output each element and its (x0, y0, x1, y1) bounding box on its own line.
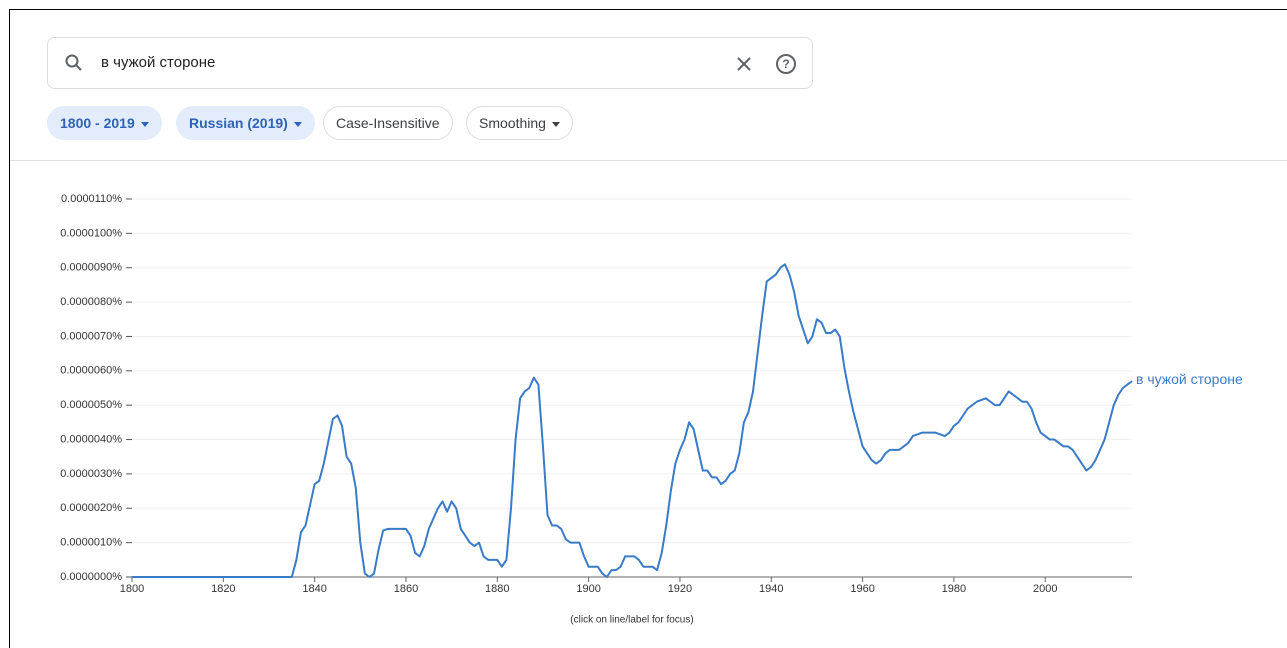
y-tick-label: 0.0000100% (60, 227, 122, 239)
year-range-chip[interactable]: 1800 - 2019 (47, 106, 162, 140)
y-tick-label: 0.0000090% (60, 262, 122, 274)
x-tick-label: 1880 (485, 583, 509, 595)
chip-label: Smoothing (479, 115, 546, 131)
y-tick-label: 0.0000080% (60, 296, 122, 308)
y-tick-label: 0.0000020% (60, 502, 122, 514)
search-box[interactable]: в чужой стороне ? (47, 37, 813, 89)
svg-text:?: ? (782, 57, 789, 71)
corpus-chip[interactable]: Russian (2019) (176, 106, 315, 140)
x-tick-label: 1920 (668, 583, 692, 595)
y-tick-label: 0.0000050% (60, 399, 122, 411)
chip-label: Case-Insensitive (336, 115, 440, 131)
y-tick-label: 0.0000070% (60, 330, 122, 342)
y-tick-label: 0.0000060% (60, 365, 122, 377)
x-tick-label: 1840 (302, 583, 326, 595)
y-tick-label: 0.0000040% (60, 433, 122, 445)
y-tick-label: 0.0000000% (60, 571, 122, 583)
y-tick-label: 0.0000010% (60, 537, 122, 549)
x-tick-label: 1820 (211, 583, 235, 595)
x-tick-label: 1980 (942, 583, 966, 595)
case-chip[interactable]: Case-Insensitive (323, 106, 453, 140)
search-icon (65, 54, 82, 71)
x-tick-label: 1960 (850, 583, 874, 595)
series-label[interactable]: в чужой стороне (1136, 371, 1243, 387)
frame (9, 9, 1287, 648)
y-tick-label: 0.0000030% (60, 468, 122, 480)
smoothing-chip[interactable]: Smoothing (466, 106, 573, 140)
x-tick-label: 1860 (394, 583, 418, 595)
chip-label: 1800 - 2019 (60, 115, 135, 131)
x-tick-label: 1900 (576, 583, 600, 595)
x-tick-label: 2000 (1033, 583, 1057, 595)
x-tick-label: 1800 (120, 583, 144, 595)
chart-note: (click on line/label for focus) (570, 615, 693, 626)
clear-button[interactable] (734, 54, 754, 74)
search-query[interactable]: в чужой стороне (101, 54, 216, 71)
divider (10, 160, 1287, 161)
series-line[interactable] (132, 263, 1133, 578)
x-tick-label: 1940 (759, 583, 783, 595)
chip-label: Russian (2019) (189, 115, 288, 131)
y-tick-label: 0.0000110% (61, 193, 122, 205)
help-button[interactable]: ? (774, 52, 798, 76)
